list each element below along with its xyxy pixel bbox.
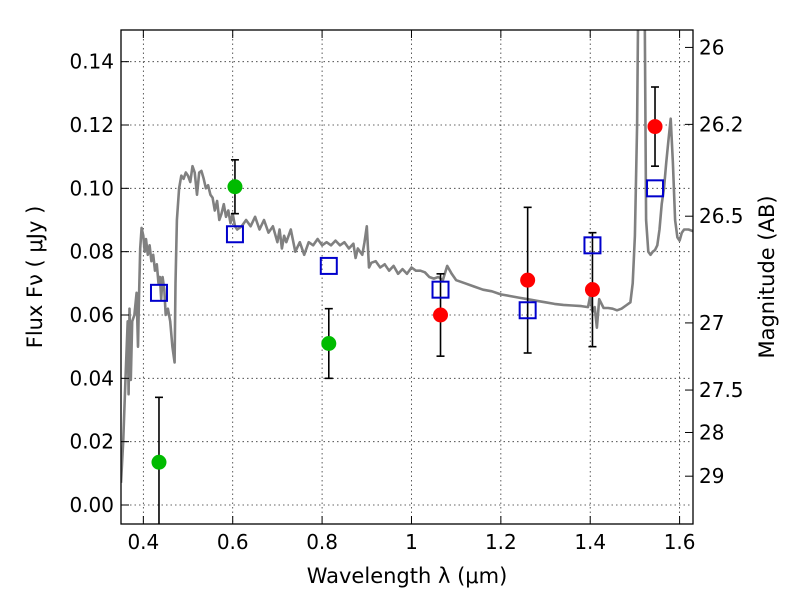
x-tick-label: 1.4 — [574, 530, 606, 554]
y-tick-label: 0.10 — [69, 176, 114, 200]
data-markers — [149, 119, 665, 470]
right-tick-label: 28 — [699, 420, 724, 444]
model-box-marker — [646, 179, 665, 198]
model-box-marker — [518, 301, 537, 320]
model-box-marker — [225, 225, 244, 244]
model-box-marker — [319, 256, 338, 275]
y-tick-label: 0.08 — [69, 240, 114, 264]
red-data-point — [584, 282, 600, 298]
y-tick-label: 0.12 — [69, 113, 114, 137]
axis-ticks: 0.4 0.6 0.8 1 1.2 1.4 1.6 0.00 0.02 0.04 0.06 0.08 0… — [69, 30, 744, 554]
x-tick-label: 1.2 — [485, 530, 517, 554]
x-tick-label: 1.6 — [664, 530, 696, 554]
y-right-axis-label: Magnitude (AB) — [755, 195, 779, 358]
right-tick-label: 27 — [699, 311, 724, 335]
x-tick-label: 0.4 — [127, 530, 159, 554]
right-tick-label: 27.5 — [699, 378, 744, 402]
y-tick-label: 0.04 — [69, 366, 114, 390]
y-tick-label: 0.06 — [69, 303, 114, 327]
red-data-point — [433, 307, 449, 323]
green-data-point — [321, 336, 337, 351]
model-box-marker — [583, 236, 602, 255]
right-tick-label: 26 — [699, 35, 724, 59]
y-axis-label: Flux Fν ( μJy ) — [23, 206, 47, 349]
x-tick-label: 0.8 — [306, 530, 338, 554]
red-data-point — [520, 272, 536, 288]
y-tick-label: 0.02 — [69, 430, 114, 454]
right-tick-label: 26.5 — [699, 204, 744, 228]
model-box-marker — [149, 283, 168, 302]
right-tick-label: 29 — [699, 464, 724, 488]
plot-frame — [120, 29, 694, 525]
x-axis-label: Wavelength λ (μm) — [307, 564, 508, 588]
green-data-point — [151, 454, 167, 470]
y-tick-label: 0.00 — [69, 493, 114, 517]
model-box-marker — [431, 280, 450, 299]
spectrum-line — [121, 30, 693, 483]
right-tick-label: 26.2 — [699, 112, 744, 136]
grid — [121, 30, 693, 524]
y-tick-label: 0.14 — [69, 50, 114, 74]
plot-area — [121, 30, 693, 524]
green-data-point — [227, 179, 243, 195]
x-tick-label: 0.6 — [217, 530, 249, 554]
red-data-point — [647, 119, 663, 135]
x-tick-label: 1 — [405, 530, 418, 554]
